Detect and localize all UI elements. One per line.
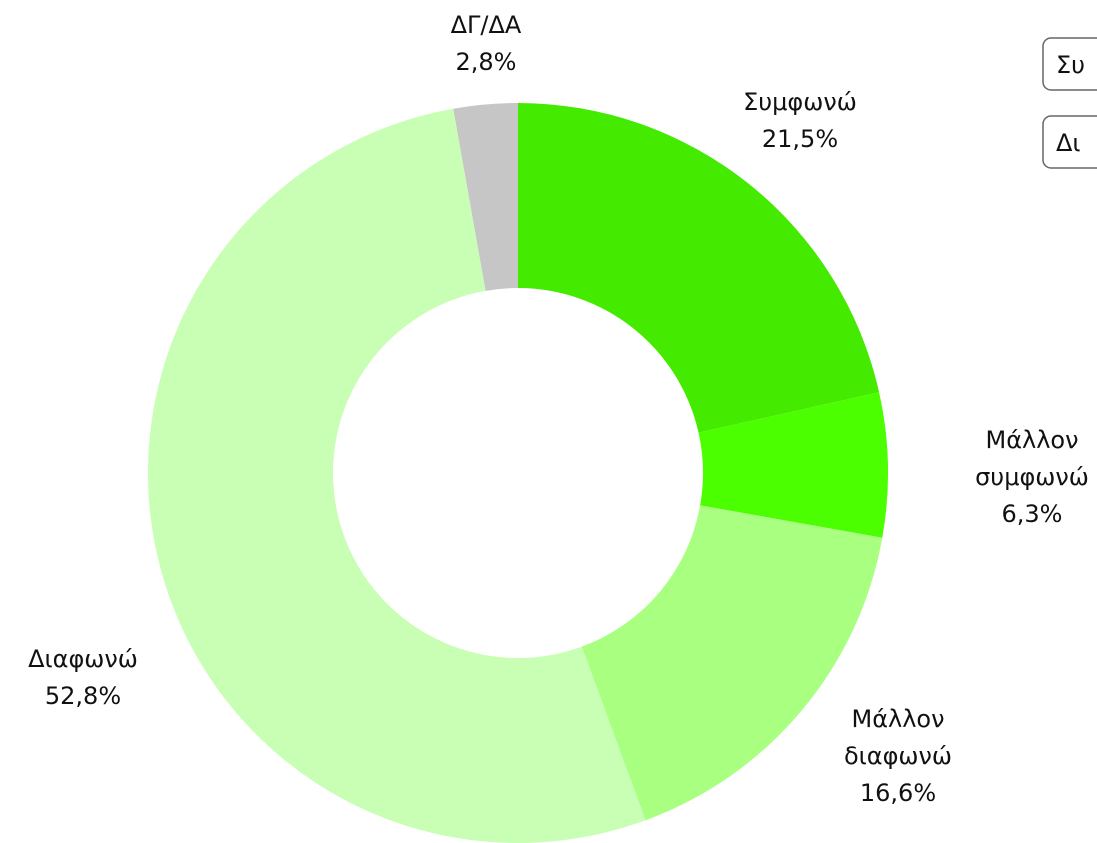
legend-label: Δι (1056, 129, 1081, 157)
donut-slice (518, 103, 880, 433)
legend-label: Συ (1056, 51, 1085, 79)
value-label: 21,5% (762, 125, 838, 153)
legend-box (1042, 37, 1097, 91)
donut-slice (581, 505, 883, 821)
legend-box (1042, 115, 1097, 169)
value-label: 6,3% (1002, 500, 1063, 528)
category-label: ΔΓ/ΔΑ (451, 11, 522, 39)
category-label: Διαφωνώ (28, 645, 138, 673)
value-label: 2,8% (456, 48, 517, 76)
donut-slice (453, 103, 518, 291)
value-label: 52,8% (45, 682, 121, 710)
category-label: Συμφωνώ (743, 88, 857, 116)
category-label: Μάλλον συμφωνώ (975, 426, 1089, 491)
category-label: Μάλλον διαφωνώ (844, 705, 952, 770)
value-label: 16,6% (860, 779, 936, 807)
legend: Συ Δι (1042, 37, 1097, 169)
donut-slice (698, 392, 889, 538)
donut-slice (148, 108, 646, 843)
